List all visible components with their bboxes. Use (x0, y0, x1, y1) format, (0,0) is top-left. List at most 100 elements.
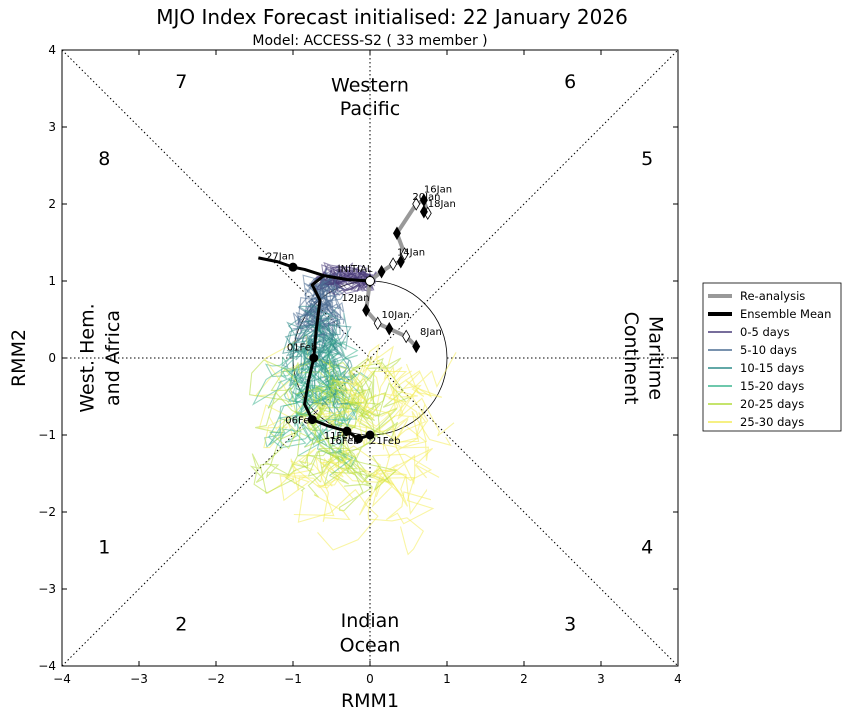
ensemble-member-track (314, 415, 367, 475)
ensemble-member-track (295, 410, 343, 464)
phase-number: 1 (98, 537, 110, 559)
ensemble-member-track (323, 337, 341, 402)
ensemble-member-track (295, 382, 344, 413)
y-tick-label: −1 (38, 428, 56, 442)
ensemble-member-track (326, 324, 353, 383)
x-tick-label: 3 (597, 672, 605, 686)
phase-number: 3 (564, 614, 576, 636)
date-label: 18Jan (428, 199, 456, 210)
ensemble-member-track (328, 387, 399, 445)
x-tick-label: 2 (520, 672, 528, 686)
chart-subtitle: Model: ACCESS-S2 ( 33 member ) (252, 33, 487, 49)
ensemble-member-track (341, 370, 408, 428)
ensemble-member-track (287, 379, 312, 448)
ensemble-member-track (313, 315, 355, 391)
ensemble-member-track (317, 434, 359, 489)
ensemble-member-track (385, 477, 435, 525)
region-label-right: Continent (620, 312, 642, 405)
reanalysis-marker (400, 247, 409, 261)
region-label-left: West. Hem. (77, 303, 99, 412)
reanalysis-marker (377, 264, 386, 279)
phase-number: 8 (98, 148, 110, 170)
ensemble-member-track (323, 443, 381, 486)
x-tick-label: −1 (284, 672, 302, 686)
ensemble-member-track (342, 382, 407, 422)
date-label: 06Feb (285, 415, 315, 426)
ensemble-member-track (374, 415, 430, 461)
x-axis-label: RMM1 (341, 690, 399, 712)
y-tick-label: 0 (48, 351, 56, 365)
legend-entry: 10-15 days (740, 361, 804, 375)
ensemble-member-track (313, 456, 354, 523)
phase-number: 7 (175, 71, 187, 93)
reanalysis-marker (362, 303, 371, 318)
ensemble-member-track (359, 370, 375, 417)
ensemble-mean-marker (342, 426, 352, 436)
x-tick-label: 4 (674, 672, 682, 686)
x-tick-label: −3 (130, 672, 148, 686)
ensemble-member-track (249, 445, 278, 494)
ensemble-member-track (350, 377, 380, 449)
x-tick-label: −2 (207, 672, 225, 686)
date-label: 14Jan (397, 248, 425, 259)
ensemble-member-track (367, 487, 425, 556)
ensemble-member-track (387, 412, 427, 459)
date-label: 16Jan (424, 184, 452, 195)
y-tick-label: 4 (48, 43, 56, 57)
region-label-bottom: Indian (341, 610, 400, 632)
reanalysis-marker (385, 321, 394, 336)
reanalysis-marker (373, 316, 382, 331)
legend-box (702, 282, 842, 432)
plot-frame (61, 49, 679, 667)
ensemble-mean-marker (353, 434, 363, 444)
region-label-top: Pacific (340, 98, 400, 120)
diagonal-line (61, 49, 679, 667)
ensemble-member-track (258, 404, 293, 449)
ensemble-member-track (304, 309, 331, 363)
y-tick-label: −3 (38, 582, 56, 596)
ensemble-member-track (372, 447, 440, 482)
ensemble-member-track (395, 352, 457, 399)
ensemble-mean-marker (288, 262, 298, 272)
ensemble-member-track (363, 365, 422, 418)
reanalysis-marker (412, 197, 421, 211)
region-label-right: Maritime (644, 316, 666, 400)
y-tick-label: −2 (38, 505, 56, 519)
ensemble-mean-marker (307, 415, 317, 425)
ensemble-member-track (376, 361, 443, 418)
ensemble-member-track (340, 442, 395, 486)
legend: Re-analysis Ensemble Mean 0-5 days 5-10 day… (702, 282, 842, 432)
ensemble-member-track (287, 432, 355, 476)
legend-entry: Re-analysis (740, 289, 805, 303)
ensemble-member-track (328, 365, 362, 405)
reanalysis-marker (392, 226, 401, 241)
date-label: 27Jan (266, 251, 294, 262)
legend-entry: 25-30 days (740, 415, 804, 429)
region-label-bottom: Ocean (340, 634, 401, 656)
ensemble-member-track (321, 450, 374, 488)
ensemble-member-track (380, 392, 455, 437)
phase-number: 5 (641, 148, 653, 170)
y-axis-label: RMM2 (8, 329, 30, 387)
x-tick-label: 0 (366, 672, 374, 686)
ensemble-member-track (279, 460, 315, 502)
date-label: 8Jan (420, 327, 442, 338)
ensemble-member-track (297, 488, 379, 551)
phase-number: 4 (641, 537, 653, 559)
ensemble-mean-marker (365, 430, 375, 440)
ensemble-member-track (388, 389, 429, 437)
plot-area: −4−4 −3 −3 −2 −2 −1 −1 0 0 1 1 2 2 3 3 4 4 (38, 43, 682, 686)
ensemble-member-track (251, 347, 306, 409)
overlay-lines (258, 193, 432, 444)
initial-marker (365, 276, 375, 286)
date-label: INITIAL (338, 264, 373, 275)
ensemble-member-track (259, 447, 295, 495)
phase-number: 2 (175, 614, 187, 636)
ensemble-mean-marker (309, 353, 319, 363)
ensemble-members (249, 261, 457, 556)
date-label: 10Jan (382, 310, 410, 321)
legend-entry: Ensemble Mean (740, 307, 831, 321)
y-tick-label: −4 (38, 659, 56, 673)
